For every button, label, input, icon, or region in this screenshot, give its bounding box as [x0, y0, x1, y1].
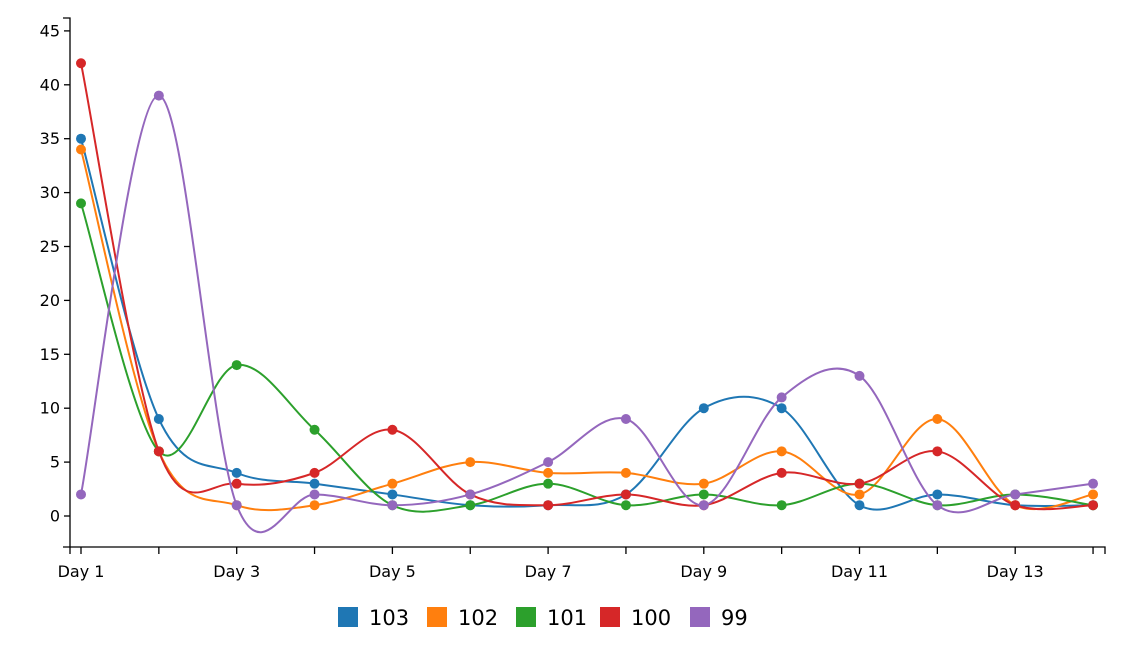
data-point-99[interactable]: [1010, 489, 1021, 500]
legend-swatch: [516, 607, 536, 627]
legend-item-100[interactable]: 100: [600, 606, 671, 630]
data-point-102[interactable]: [1088, 489, 1099, 500]
data-point-99[interactable]: [620, 413, 631, 424]
data-point-101[interactable]: [76, 198, 86, 209]
x-tick-label: Day 1: [58, 562, 105, 581]
data-point-103[interactable]: [231, 467, 242, 478]
legend-label: 103: [369, 606, 409, 630]
y-axis: 0 5 10 15 20 25 30 35 40 45: [40, 17, 71, 548]
x-tick-label: Day 9: [680, 562, 727, 581]
x-axis-line: [69, 546, 1106, 554]
data-point-99[interactable]: [153, 90, 164, 101]
data-point-101[interactable]: [698, 489, 709, 500]
data-point-103[interactable]: [698, 403, 709, 414]
data-point-100[interactable]: [776, 467, 787, 478]
data-point-102[interactable]: [620, 467, 631, 478]
data-point-103[interactable]: [854, 500, 865, 511]
y-tick-label: 25: [40, 237, 60, 256]
data-point-102[interactable]: [543, 467, 554, 478]
x-tick-label: Day 13: [987, 562, 1044, 581]
data-point-99[interactable]: [776, 392, 787, 403]
data-point-101[interactable]: [776, 500, 787, 511]
data-point-99[interactable]: [231, 500, 242, 511]
legend-label: 99: [721, 606, 748, 630]
data-point-100[interactable]: [1010, 500, 1021, 511]
series-line-101: [80, 203, 1094, 513]
y-tick-label: 20: [40, 291, 60, 310]
legend-label: 100: [631, 606, 671, 630]
data-point-99[interactable]: [1088, 478, 1099, 489]
x-axis: Day 1 Day 3 Day 5 Day 7 Day 9 Day 11 Day 13: [58, 546, 1106, 581]
data-point-100[interactable]: [543, 500, 554, 511]
data-point-102[interactable]: [854, 489, 865, 500]
data-point-103[interactable]: [776, 403, 787, 414]
data-point-100[interactable]: [231, 478, 242, 489]
data-point-102[interactable]: [465, 457, 476, 468]
data-point-100[interactable]: [1088, 500, 1099, 511]
data-point-99[interactable]: [932, 500, 943, 511]
y-tick-label: 30: [40, 183, 60, 202]
y-tick-label: 35: [40, 129, 60, 148]
data-point-100[interactable]: [932, 446, 943, 457]
data-point-103[interactable]: [76, 133, 86, 144]
y-tick-label: 15: [40, 345, 60, 364]
x-tick-label: Day 7: [525, 562, 572, 581]
legend-swatch: [338, 607, 358, 627]
legend-item-99[interactable]: 99: [690, 606, 748, 630]
data-point-100[interactable]: [76, 58, 86, 69]
data-point-99[interactable]: [698, 500, 709, 511]
data-point-101[interactable]: [309, 424, 320, 435]
data-point-101[interactable]: [543, 478, 554, 489]
data-point-99[interactable]: [854, 370, 865, 381]
data-point-100[interactable]: [387, 424, 398, 435]
data-point-100[interactable]: [309, 467, 320, 478]
series-line-100: [80, 63, 1094, 511]
data-point-103[interactable]: [387, 489, 398, 500]
data-point-103[interactable]: [932, 489, 943, 500]
data-point-99[interactable]: [76, 489, 86, 500]
y-tick-label: 10: [40, 399, 60, 418]
y-tick-label: 40: [40, 75, 60, 94]
legend-swatch: [690, 607, 710, 627]
legend-item-103[interactable]: 103: [338, 606, 409, 630]
data-point-99[interactable]: [465, 489, 476, 500]
data-point-102[interactable]: [76, 144, 86, 155]
legend-item-102[interactable]: 102: [427, 606, 498, 630]
legend-label: 102: [458, 606, 498, 630]
legend-swatch: [427, 607, 447, 627]
series-lines: [80, 63, 1094, 534]
data-point-102[interactable]: [932, 413, 943, 424]
data-point-102[interactable]: [698, 478, 709, 489]
y-axis-line: [63, 17, 71, 548]
data-point-99[interactable]: [387, 500, 398, 511]
x-tick-label: Day 5: [369, 562, 416, 581]
data-point-102[interactable]: [309, 500, 320, 511]
y-tick-label: 45: [40, 21, 60, 40]
legend-item-101[interactable]: 101: [516, 606, 587, 630]
data-point-101[interactable]: [231, 360, 242, 371]
data-point-100[interactable]: [153, 446, 164, 457]
legend: 103 102 101 100 99: [338, 606, 748, 630]
series-line-103: [80, 138, 1094, 511]
data-point-99[interactable]: [309, 489, 320, 500]
series-points: [76, 58, 1099, 511]
data-point-100[interactable]: [620, 489, 631, 500]
legend-label: 101: [547, 606, 587, 630]
y-tick-label: 5: [50, 453, 60, 472]
data-point-99[interactable]: [543, 457, 554, 468]
x-tick-label: Day 11: [831, 562, 888, 581]
data-point-101[interactable]: [620, 500, 631, 511]
y-tick-label: 0: [50, 507, 60, 526]
data-point-100[interactable]: [854, 478, 865, 489]
x-tick-label: Day 3: [213, 562, 260, 581]
series-line-99: [80, 94, 1094, 534]
data-point-103[interactable]: [309, 478, 320, 489]
data-point-101[interactable]: [465, 500, 476, 511]
legend-swatch: [600, 607, 620, 627]
data-point-102[interactable]: [387, 478, 398, 489]
data-point-102[interactable]: [776, 446, 787, 457]
data-point-103[interactable]: [153, 413, 164, 424]
series-line-102: [80, 149, 1094, 512]
